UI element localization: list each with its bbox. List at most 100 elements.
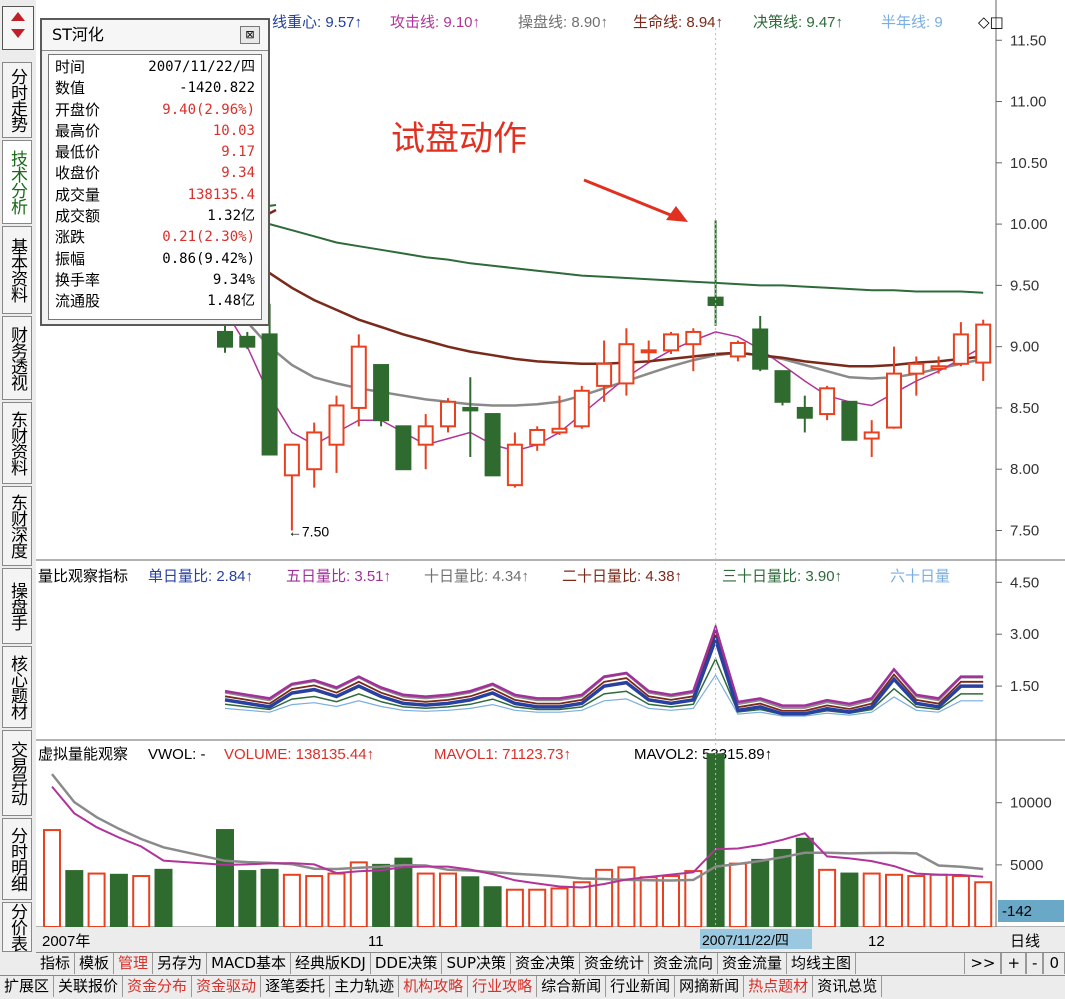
toolbar-button[interactable]: MACD基本: [207, 953, 292, 974]
strip-scroll-buttons[interactable]: [2, 6, 34, 50]
ratio-5d-line: [224, 623, 984, 707]
candle-body[interactable]: [640, 349, 657, 354]
quote-info-popup[interactable]: ST河化 ⊠ 时间 2007/11/22/四 数值 -1420.822 开盘价 9.40(…: [40, 18, 270, 326]
toolbar-button[interactable]: 资金统计: [580, 953, 650, 974]
extension-tab[interactable]: 资讯总览: [813, 976, 883, 997]
volume-bar: [951, 875, 970, 928]
tab-7[interactable]: 操盘手: [2, 568, 32, 644]
candle-body[interactable]: [462, 406, 479, 412]
volume-bar: [929, 873, 948, 928]
tab-9[interactable]: 交易异动: [2, 730, 32, 816]
tab-1[interactable]: 分时走势: [2, 62, 32, 138]
toolbar-button[interactable]: SUP决策: [442, 953, 511, 974]
tab-2[interactable]: 技术分析: [2, 140, 32, 224]
tab-3[interactable]: 基本资料: [2, 226, 32, 314]
info-value: 9.34%: [212, 271, 255, 288]
volume-bar: [550, 887, 569, 929]
candle-body[interactable]: [819, 387, 836, 416]
toolbar-button[interactable]: 经典版KDJ: [291, 953, 371, 974]
candle-body[interactable]: [440, 400, 456, 428]
toolbar-scroll-button[interactable]: 0: [1043, 953, 1065, 974]
arrow-down-icon[interactable]: [11, 29, 25, 38]
candle-body[interactable]: [417, 425, 434, 446]
candle-body[interactable]: [952, 333, 969, 365]
tab-5[interactable]: 东财资料: [2, 402, 32, 484]
ratio-indicator-label: 二十日量比: 4.38↑: [562, 568, 682, 585]
candle-body[interactable]: [729, 341, 746, 358]
period-label: 日线: [1010, 933, 1040, 950]
tab-11[interactable]: 分价表: [2, 902, 32, 952]
candle-body[interactable]: [663, 333, 679, 352]
candle-body[interactable]: [239, 335, 256, 348]
candle-body[interactable]: [841, 400, 858, 441]
tab-6[interactable]: 东财深度: [2, 486, 32, 566]
extension-tab[interactable]: 资金驱动: [192, 976, 262, 997]
toolbar-scroll-button[interactable]: +: [1001, 953, 1027, 974]
candle-body[interactable]: [350, 345, 367, 409]
volume-bar: [65, 870, 84, 928]
candle-body[interactable]: [596, 362, 613, 387]
tab-10[interactable]: 分时明细: [2, 818, 32, 900]
toolbar-button[interactable]: 指标: [36, 953, 76, 974]
close-icon[interactable]: ⊠: [240, 26, 260, 44]
tab-4[interactable]: 财务透视: [2, 316, 32, 400]
volume-bar: [439, 872, 457, 928]
volume-bar: [305, 875, 324, 928]
toolbar-button[interactable]: 资金决策: [511, 953, 580, 974]
left-tab-strip: 分时走势 技术分析 基本资料 财务透视 东财资料 东财深度 操盘手 核心题材 交易异动 分时明细分…: [0, 0, 37, 998]
candle-body[interactable]: [551, 427, 568, 434]
candle-body[interactable]: [373, 364, 390, 422]
ratio-1d-line: [224, 633, 984, 716]
candle-body[interactable]: [306, 431, 323, 471]
toolbar-button[interactable]: 另存为: [153, 953, 208, 974]
ratio-indicator-label: 单日量比: 2.84↑: [148, 568, 253, 585]
candle-body[interactable]: [395, 425, 412, 471]
candle-body[interactable]: [217, 330, 233, 348]
extension-tab[interactable]: 热点题材: [744, 976, 814, 997]
info-row: 开盘价 9.40(2.96%): [55, 100, 255, 121]
extension-tab[interactable]: 行业新闻: [606, 976, 676, 997]
candle-body[interactable]: [283, 443, 300, 477]
candle-body[interactable]: [796, 406, 813, 419]
extension-tab[interactable]: 网摘新闻: [675, 976, 745, 997]
toolbar-button[interactable]: 管理: [114, 953, 154, 974]
toolbar-button[interactable]: 资金流量: [718, 953, 788, 974]
candle-body[interactable]: [573, 389, 590, 428]
toolbar-button[interactable]: DDE决策: [371, 953, 443, 974]
candle-body[interactable]: [261, 333, 278, 456]
info-label: 成交额: [55, 207, 101, 226]
extension-tab[interactable]: 资金分布: [123, 976, 193, 997]
candle-body[interactable]: [328, 404, 345, 446]
candle-body[interactable]: [975, 323, 992, 364]
toolbar-scroll-button[interactable]: -: [1026, 953, 1044, 974]
extension-tab[interactable]: 综合新闻: [537, 976, 607, 997]
extension-tab[interactable]: 关联报价: [54, 976, 124, 997]
toolbar-scroll-button[interactable]: >>: [964, 953, 1002, 974]
candle-body[interactable]: [506, 443, 523, 487]
volume-bar: [639, 876, 658, 928]
candle-body[interactable]: [685, 330, 702, 346]
extension-tab[interactable]: 机构攻略: [399, 976, 469, 997]
toolbar-button[interactable]: 模板: [75, 953, 115, 974]
extension-tab[interactable]: 行业攻略: [468, 976, 538, 997]
arrow-up-icon[interactable]: [11, 12, 25, 21]
extension-tab[interactable]: 逐笔委托: [261, 976, 331, 997]
candle-body[interactable]: [863, 431, 880, 440]
toolbar-button[interactable]: 资金流向: [649, 953, 719, 974]
extension-tab[interactable]: 主力轨迹: [330, 976, 400, 997]
stock-chart[interactable]: 11.50 11.00 10.50 10.00 9.50 9.00 8.50 8.00 7.50…: [36, 0, 1065, 952]
toolbar-button[interactable]: 均线主图: [787, 953, 857, 974]
extension-tab[interactable]: 扩展区: [0, 976, 55, 997]
candle-body[interactable]: [529, 428, 546, 446]
candle-body[interactable]: [618, 343, 635, 385]
volume-bar: [87, 872, 106, 928]
candle-body[interactable]: [752, 328, 769, 370]
candle-body[interactable]: [484, 413, 501, 477]
candle-body[interactable]: [886, 372, 902, 429]
candle-body[interactable]: [908, 362, 925, 375]
candle-body[interactable]: [930, 365, 947, 370]
tab-8[interactable]: 核心题材: [2, 646, 32, 728]
ratio-indicator-label: 五日量比: 3.51↑: [286, 568, 391, 585]
candle-body[interactable]: [774, 370, 791, 403]
info-value: 0.86(9.42%): [162, 250, 255, 267]
